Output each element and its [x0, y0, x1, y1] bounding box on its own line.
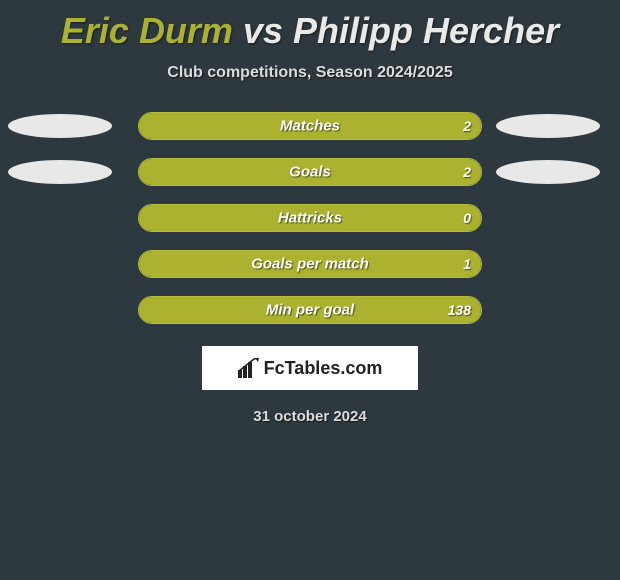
stat-bar: Goals per match1: [138, 250, 482, 278]
title-player1: Eric Durm: [61, 10, 233, 51]
stat-bar: Hattricks0: [138, 204, 482, 232]
stat-row: Goals2: [0, 158, 620, 186]
title-player2: Philipp Hercher: [293, 10, 559, 51]
brand-box[interactable]: FcTables.com: [202, 346, 418, 390]
stat-bar: Min per goal138: [138, 296, 482, 324]
title-vs: vs: [243, 10, 283, 51]
stat-row: Min per goal138: [0, 296, 620, 324]
stat-bar: Matches2: [138, 112, 482, 140]
brand-text: FcTables.com: [264, 358, 383, 379]
subtitle: Club competitions, Season 2024/2025: [0, 64, 620, 82]
player-badge-left: [8, 160, 112, 184]
bar-fill-right: [139, 251, 481, 277]
player-badge-right: [496, 114, 600, 138]
stat-row: Hattricks0: [0, 204, 620, 232]
date-line: 31 october 2024: [0, 408, 620, 425]
bar-fill-right: [139, 113, 481, 139]
bar-fill-right: [139, 159, 481, 185]
stat-bar: Goals2: [138, 158, 482, 186]
page-title: Eric Durm vs Philipp Hercher: [0, 0, 620, 52]
player-badge-left: [8, 114, 112, 138]
bar-fill-right: [139, 297, 481, 323]
stat-row: Goals per match1: [0, 250, 620, 278]
bar-fill-right: [139, 205, 481, 231]
chart-icon: [238, 358, 260, 378]
player-badge-right: [496, 160, 600, 184]
stat-row: Matches2: [0, 112, 620, 140]
stats-area: Matches2 Goals2 Hattricks0 Goals per match1…: [0, 112, 620, 324]
